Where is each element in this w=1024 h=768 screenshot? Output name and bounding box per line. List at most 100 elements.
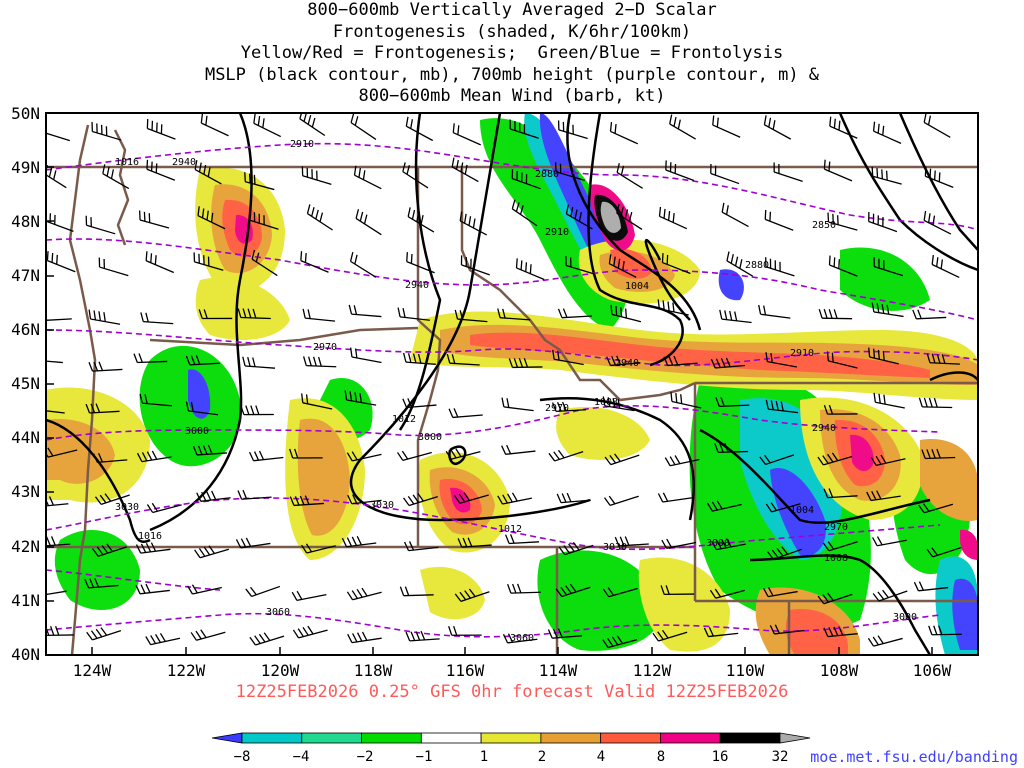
- wind-barb-feather: [89, 578, 95, 588]
- map-title: 800−600mb Vertically Averaged 2−D Scalar…: [0, 0, 1024, 108]
- height-label: 3060: [266, 607, 290, 618]
- longitude-axis: 124W 122W 120W 118W 116W 114W 112W 110W …: [73, 661, 952, 680]
- height-label: 3030: [370, 500, 394, 511]
- wind-barb-feather: [94, 496, 102, 505]
- wind-barb-feather: [100, 627, 108, 636]
- wind-barb-feather: [448, 626, 453, 636]
- wind-barb-feather: [716, 500, 723, 510]
- wind-barb-feather: [817, 456, 824, 466]
- wind-barb-feather: [195, 630, 202, 640]
- wind-barb-feather: [354, 348, 358, 358]
- wind-barb-feather: [552, 349, 555, 360]
- wind-barb-feather: [565, 585, 572, 594]
- wind-barb-feather: [506, 398, 510, 408]
- wind-barb-feather: [882, 125, 885, 136]
- wind-barb-feather: [185, 401, 189, 412]
- wind-barb-feather: [86, 631, 93, 641]
- wind-barb-feather: [451, 157, 455, 168]
- wind-barb-feather: [661, 539, 668, 549]
- wind-barb-feather: [358, 167, 361, 178]
- height-label: 2850: [812, 220, 836, 231]
- wind-barb-feather: [235, 539, 242, 549]
- site-link[interactable]: moe.met.fsu.edu/banding: [810, 748, 1018, 766]
- wind-barb-feather: [459, 591, 467, 601]
- wind-barb-feather: [883, 394, 886, 405]
- wind-barb-feather: [242, 356, 246, 367]
- wind-barb: [923, 121, 951, 138]
- wind-barb-feather: [253, 113, 256, 124]
- wind-barb-feather: [668, 356, 674, 366]
- pressure-label: 1008: [594, 397, 618, 408]
- wind-barb-feather: [84, 578, 90, 589]
- wind-barb-feather: [828, 488, 834, 498]
- wind-barb-feather: [667, 301, 670, 312]
- wind-barb-feather: [206, 491, 212, 501]
- wind-barb-feather: [715, 358, 721, 368]
- wind-barb-feather: [206, 210, 209, 221]
- wind-barb-feather: [405, 631, 411, 642]
- height-label: 2940: [812, 423, 836, 434]
- wind-barb-feather: [662, 492, 669, 502]
- wind-barb-feather: [94, 578, 100, 588]
- wind-barb-feather: [838, 120, 841, 131]
- wind-barb-feather: [346, 452, 353, 462]
- wind-barb-feather: [501, 397, 505, 408]
- wind-barb-feather: [255, 252, 260, 263]
- wind-barb-feather: [133, 353, 138, 363]
- wind-barb-feather: [90, 403, 96, 413]
- height-label: 2940: [615, 358, 639, 369]
- wind-barb-feather: [871, 166, 874, 177]
- wind-barb-feather: [552, 402, 557, 412]
- wind-barb-feather: [827, 453, 834, 463]
- wind-barb-feather: [307, 356, 312, 366]
- wind-barb-feather: [608, 254, 612, 264]
- wind-barb: [139, 219, 170, 229]
- wind-barb-feather: [96, 546, 104, 556]
- wind-barb: [146, 168, 176, 181]
- wind-barb-feather: [407, 398, 413, 408]
- wind-barb-feather: [602, 588, 610, 598]
- wind-barb-feather: [712, 115, 715, 126]
- wind-barb-feather: [299, 495, 305, 506]
- height-label: 2910: [545, 227, 569, 238]
- wind-barb-feather: [362, 170, 366, 180]
- wind-barb-feather: [724, 310, 728, 320]
- wind-barb-feather: [563, 545, 571, 554]
- wind-barb-feather: [407, 353, 412, 363]
- latitude-axis: 50N 49N 48N 47N 46N 45N 44N 43N 42N 41N …: [11, 104, 40, 664]
- wind-barb-feather: [877, 123, 880, 134]
- wind-barb-feather: [397, 452, 404, 461]
- mslp-contours: [46, 113, 978, 655]
- wind-barb-feather: [415, 631, 421, 641]
- wind-barb-feather: [252, 357, 256, 367]
- lon-label: 124W: [73, 661, 112, 680]
- wind-barb-feather: [675, 393, 678, 403]
- wind-barb-feather: [614, 453, 621, 462]
- wind-barb-feather: [714, 588, 722, 598]
- wind-barb-feather: [776, 548, 784, 557]
- wind-barb-feather: [511, 492, 518, 502]
- wind-barb-feather: [730, 253, 734, 264]
- wind-barb-feather: [763, 305, 767, 316]
- wind-barb-feather: [397, 307, 401, 318]
- wind-barb-feather: [885, 170, 888, 181]
- wind-barb-feather: [412, 494, 420, 503]
- wind-barb-feather: [346, 591, 354, 601]
- wind-barb-feather: [838, 259, 840, 269]
- contour-labels: 2910 2940 2880 2910 2850 2880 2940 2970 …: [115, 139, 917, 644]
- wind-barb: [767, 590, 798, 598]
- wind-barb-feather: [622, 261, 625, 271]
- wind-barb-feather: [140, 584, 146, 594]
- wind-barb-feather: [515, 258, 518, 268]
- shade-blue: [770, 468, 826, 556]
- wind-barb-feather: [826, 351, 829, 361]
- wind-barb-feather: [159, 632, 166, 642]
- wind-barb-feather: [603, 497, 611, 506]
- colorbar-label: 16: [712, 749, 729, 765]
- wind-barb-feather: [933, 170, 936, 181]
- wind-barb-feather: [711, 541, 717, 550]
- wind-barb-feather: [194, 549, 201, 559]
- wind-barb-feather: [513, 358, 519, 368]
- wind-barb-feather: [558, 546, 566, 556]
